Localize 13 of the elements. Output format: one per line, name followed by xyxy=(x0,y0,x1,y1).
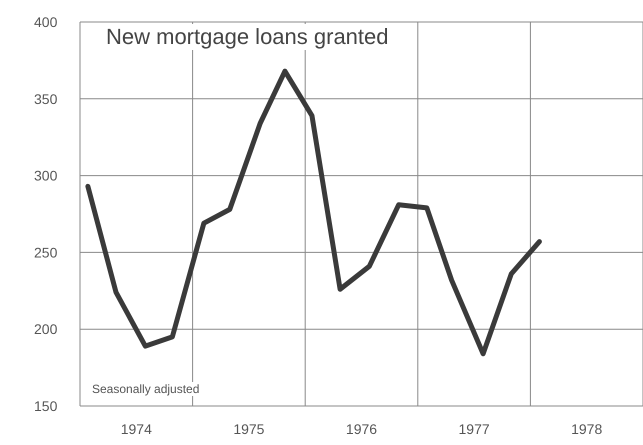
y-tick-label: 200 xyxy=(34,321,58,338)
chart-title: New mortgage loans granted xyxy=(104,24,390,50)
y-tick-label: 400 xyxy=(34,14,58,30)
x-tick-label: 1976 xyxy=(346,420,378,437)
y-tick-label: 350 xyxy=(34,90,58,107)
y-tick-label: 150 xyxy=(34,398,58,414)
y-tick-label: 300 xyxy=(34,168,58,184)
x-tick-label: 1978 xyxy=(571,420,602,437)
x-tick-label: 1974 xyxy=(120,420,152,437)
y-tick-label: 250 xyxy=(34,244,58,260)
x-tick-label: 1975 xyxy=(233,420,265,437)
annotation: Seasonally adjusted xyxy=(90,382,202,396)
x-tick-label: 1977 xyxy=(458,420,490,437)
